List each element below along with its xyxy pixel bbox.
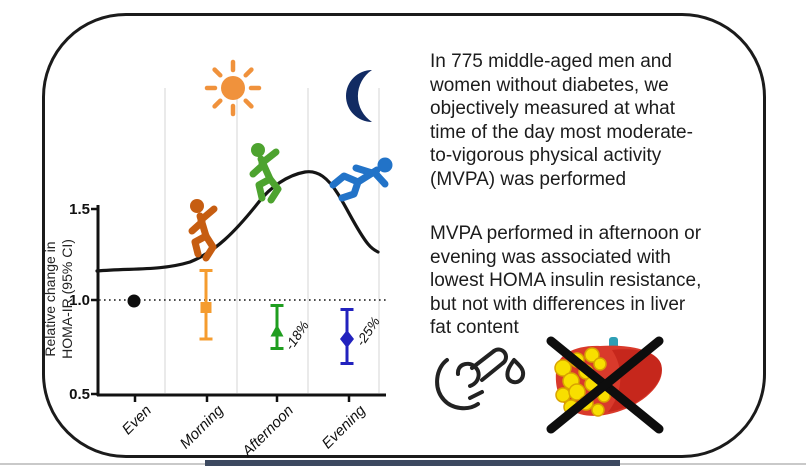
marker-diamond [340, 330, 354, 348]
running-person-evening-icon [329, 157, 393, 202]
summary-p1-line: time of the day most moderate- [430, 121, 693, 143]
cross-out-x [546, 336, 664, 434]
summary-p2-line: fat content [430, 317, 519, 338]
marker-square [200, 302, 212, 313]
summary-p2-line: MVPA performed in afternoon or [430, 223, 702, 244]
category-gridlines [164, 88, 380, 393]
bottom-progress-bar [205, 460, 620, 466]
x-axis [97, 393, 386, 402]
summary-p1-line: objectively measured at what [430, 98, 676, 119]
walking-person-morning-icon [188, 199, 218, 262]
summary-p1-line: (MVPA) was performed [430, 168, 627, 190]
sun-icon [204, 59, 262, 117]
y-tick-1-5: 1.5 [69, 201, 90, 218]
summary-paragraph-1: In 775 middle-aged men and women without… [430, 50, 693, 191]
error-bar-afternoon [270, 304, 284, 350]
fatty-liver-crossed-out-icon [546, 336, 664, 434]
summary-p2-line: but not with differences in liver [430, 293, 686, 315]
y-tick-0-5: 0.5 [69, 386, 90, 403]
y-axis-label-line2: HOMA-IR (95% CI) [59, 239, 75, 359]
error-bar-morning [199, 269, 213, 341]
summary-p1-line: women without diabetes, we [430, 74, 669, 96]
summary-p2-line: evening was associated with [430, 246, 671, 268]
mvpa-curve [95, 170, 380, 273]
error-bar-evening [340, 308, 354, 365]
walking-person-afternoon-icon [249, 143, 282, 204]
marker-triangle [270, 324, 284, 337]
summary-p2-line: lowest HOMA insulin resistance, [430, 270, 702, 291]
finger-prick-blood-drop-icon [435, 347, 526, 411]
y-axis-label-line1: Relative change in [42, 241, 58, 357]
summary-p1-line: In 775 middle-aged men and [430, 51, 672, 72]
y-axis [91, 205, 100, 396]
summary-p1-line: to-vigorous physical activity [430, 145, 662, 166]
y-tick-1-0: 1.0 [69, 292, 90, 309]
moon-icon [346, 70, 372, 122]
y-axis-label: Relative change in HOMA-IR (95% CI) [42, 208, 76, 390]
data-point-even [127, 294, 141, 308]
summary-paragraph-2: MVPA performed in afternoon or evening w… [430, 222, 701, 340]
